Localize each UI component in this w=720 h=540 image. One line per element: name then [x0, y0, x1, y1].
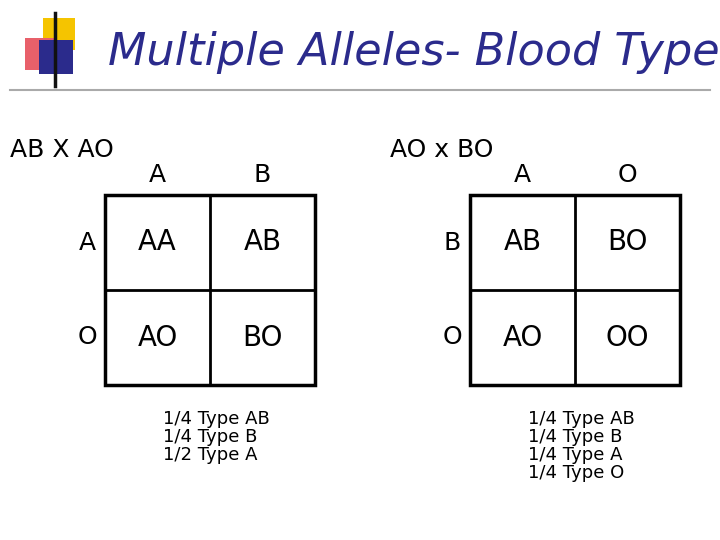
Text: 1/4 Type A: 1/4 Type A [528, 446, 622, 464]
Bar [470, 195, 680, 385]
Text: AO x BO: AO x BO [390, 138, 493, 162]
Bar [25, 38, 57, 70]
Text: 1/4 Type B: 1/4 Type B [163, 428, 257, 446]
Text: A: A [78, 231, 96, 254]
Text: O: O [618, 163, 637, 187]
Text: B: B [444, 231, 461, 254]
Text: AB X AO: AB X AO [10, 138, 114, 162]
Text: Multiple Alleles- Blood Type: Multiple Alleles- Blood Type [108, 30, 719, 73]
Text: 1/4 Type B: 1/4 Type B [528, 428, 622, 446]
Text: BO: BO [607, 228, 648, 256]
Text: BO: BO [243, 323, 283, 352]
Text: B: B [254, 163, 271, 187]
Text: AO: AO [503, 323, 543, 352]
Text: A: A [149, 163, 166, 187]
Bar [39, 40, 73, 74]
Bar [43, 18, 75, 50]
Text: OO: OO [606, 323, 649, 352]
Text: AB: AB [243, 228, 282, 256]
Bar [105, 195, 315, 385]
Text: 1/4 Type AB: 1/4 Type AB [163, 410, 269, 428]
Text: 1/4 Type O: 1/4 Type O [528, 464, 624, 482]
Text: AA: AA [138, 228, 177, 256]
Text: O: O [442, 326, 462, 349]
Text: O: O [77, 326, 96, 349]
Text: 1/2 Type A: 1/2 Type A [163, 446, 257, 464]
Text: 1/4 Type AB: 1/4 Type AB [528, 410, 634, 428]
Text: AO: AO [138, 323, 178, 352]
Text: AB: AB [503, 228, 541, 256]
Text: A: A [514, 163, 531, 187]
